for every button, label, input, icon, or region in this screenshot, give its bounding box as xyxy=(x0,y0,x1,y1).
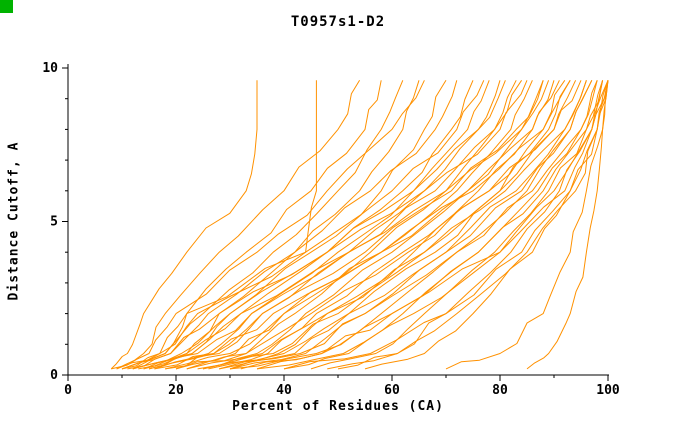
model-curve xyxy=(132,80,550,370)
model-curve xyxy=(143,80,523,370)
x-tick-label: 40 xyxy=(276,383,292,398)
model-curve xyxy=(154,80,490,370)
model-curve xyxy=(186,80,587,370)
model-curve xyxy=(229,80,604,370)
model-curve xyxy=(110,80,258,370)
model-curve xyxy=(111,80,425,370)
y-tick-label: 5 xyxy=(50,215,58,230)
model-curve xyxy=(121,80,528,370)
model-curve xyxy=(240,80,604,370)
model-curve xyxy=(148,80,571,370)
chart-title: T0957s1-D2 xyxy=(290,14,386,30)
model-curve xyxy=(116,80,361,370)
model-curve xyxy=(229,80,587,370)
y-tick-label: 0 xyxy=(50,368,58,383)
x-tick-label: 100 xyxy=(596,383,620,398)
model-curve xyxy=(526,80,609,370)
x-tick-label: 80 xyxy=(492,383,508,398)
model-curve xyxy=(175,80,582,370)
model-curve xyxy=(327,80,609,370)
model-curve xyxy=(283,80,609,370)
model-curve xyxy=(202,80,593,370)
model-curve xyxy=(219,80,598,370)
x-tick-label: 60 xyxy=(384,383,400,398)
y-tick-label: 10 xyxy=(42,61,58,76)
x-axis-label: Percent of Residues (CA) xyxy=(232,399,444,414)
x-tick-label: 20 xyxy=(168,383,184,398)
corner-marker xyxy=(0,0,13,13)
model-curve xyxy=(121,80,404,370)
model-curve xyxy=(116,80,485,370)
model-curve xyxy=(229,80,571,370)
x-tick-label: 0 xyxy=(64,383,72,398)
model-curve xyxy=(121,80,317,370)
